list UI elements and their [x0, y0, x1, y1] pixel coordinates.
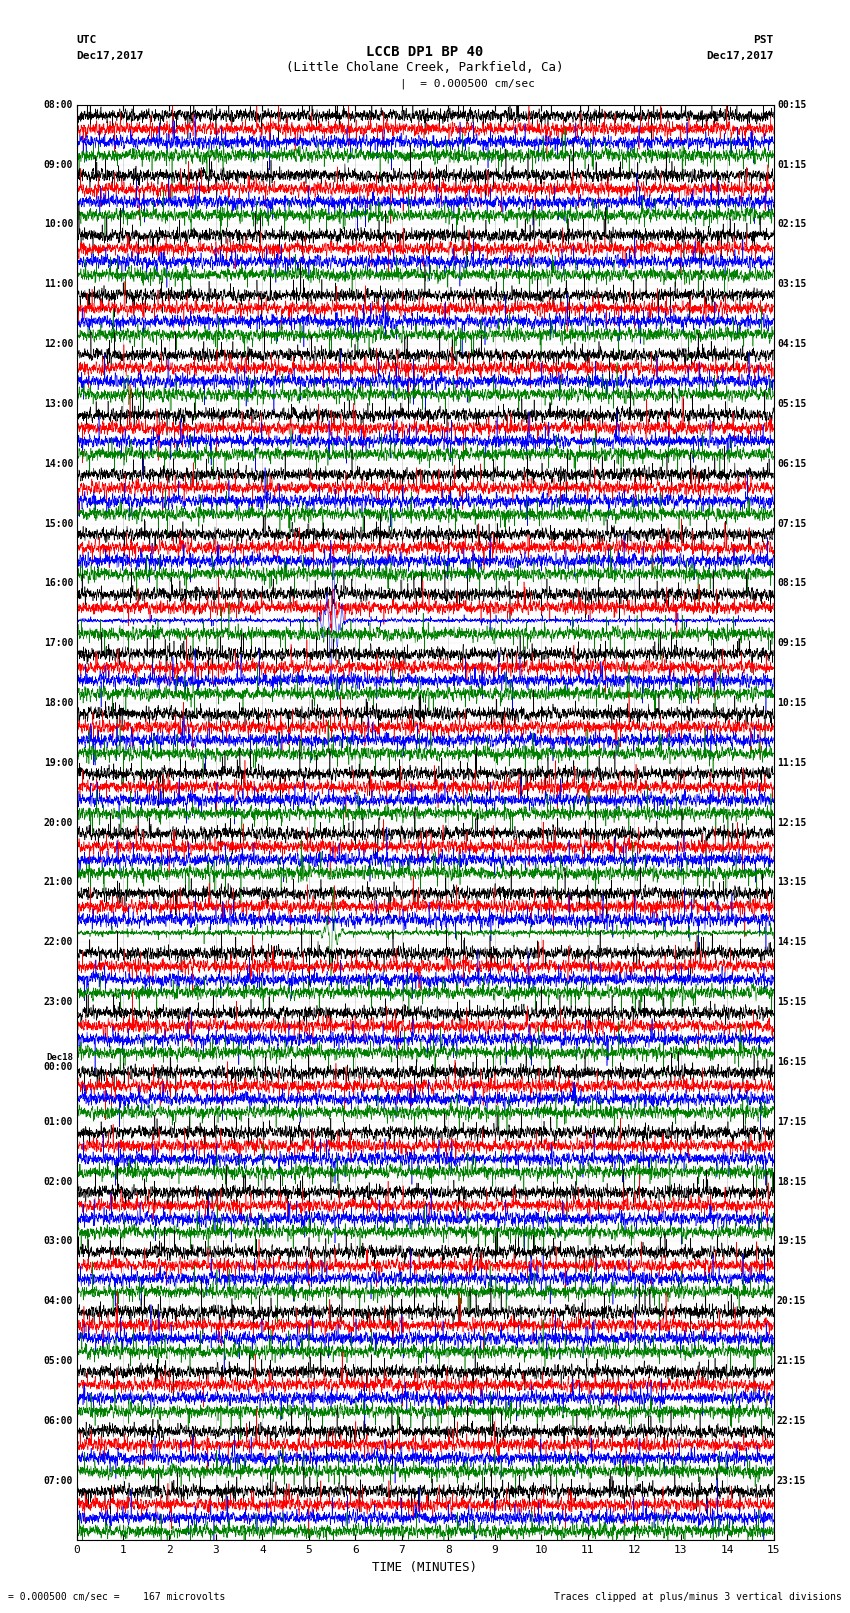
- Text: 16:15: 16:15: [777, 1057, 807, 1066]
- Text: 02:15: 02:15: [777, 219, 807, 229]
- Text: 21:00: 21:00: [43, 877, 73, 887]
- Text: 23:00: 23:00: [43, 997, 73, 1007]
- Text: 16:00: 16:00: [43, 579, 73, 589]
- Text: 05:15: 05:15: [777, 398, 807, 410]
- Text: Dec18: Dec18: [46, 1053, 73, 1061]
- Text: 06:00: 06:00: [43, 1416, 73, 1426]
- Text: 18:00: 18:00: [43, 698, 73, 708]
- Text: 00:00: 00:00: [43, 1061, 73, 1073]
- Text: UTC: UTC: [76, 35, 97, 45]
- Text: 00:15: 00:15: [777, 100, 807, 110]
- Text: 15:00: 15:00: [43, 518, 73, 529]
- Text: 04:00: 04:00: [43, 1297, 73, 1307]
- Text: PST: PST: [753, 35, 774, 45]
- Text: 06:15: 06:15: [777, 458, 807, 469]
- Text: 08:15: 08:15: [777, 579, 807, 589]
- Text: 07:00: 07:00: [43, 1476, 73, 1486]
- Text: Dec17,2017: Dec17,2017: [76, 52, 144, 61]
- Text: 08:00: 08:00: [43, 100, 73, 110]
- Text: 22:00: 22:00: [43, 937, 73, 947]
- Text: 02:00: 02:00: [43, 1176, 73, 1187]
- Text: 01:00: 01:00: [43, 1116, 73, 1127]
- Text: 21:15: 21:15: [777, 1357, 807, 1366]
- Text: 23:15: 23:15: [777, 1476, 807, 1486]
- Text: 11:00: 11:00: [43, 279, 73, 289]
- Text: 03:15: 03:15: [777, 279, 807, 289]
- Text: 09:15: 09:15: [777, 639, 807, 648]
- Text: 15:15: 15:15: [777, 997, 807, 1007]
- Text: 04:15: 04:15: [777, 339, 807, 348]
- Text: LCCB DP1 BP 40: LCCB DP1 BP 40: [366, 45, 484, 58]
- Text: 05:00: 05:00: [43, 1357, 73, 1366]
- Text: 19:15: 19:15: [777, 1236, 807, 1247]
- Text: 17:00: 17:00: [43, 639, 73, 648]
- Text: 20:00: 20:00: [43, 818, 73, 827]
- Text: 13:00: 13:00: [43, 398, 73, 410]
- Text: Traces clipped at plus/minus 3 vertical divisions: Traces clipped at plus/minus 3 vertical …: [553, 1592, 842, 1602]
- Text: (Little Cholane Creek, Parkfield, Ca): (Little Cholane Creek, Parkfield, Ca): [286, 61, 564, 74]
- Text: 22:15: 22:15: [777, 1416, 807, 1426]
- Text: 14:15: 14:15: [777, 937, 807, 947]
- Text: 11:15: 11:15: [777, 758, 807, 768]
- Text: Dec17,2017: Dec17,2017: [706, 52, 774, 61]
- Text: 14:00: 14:00: [43, 458, 73, 469]
- Text: |  = 0.000500 cm/sec: | = 0.000500 cm/sec: [400, 79, 535, 89]
- Text: 10:15: 10:15: [777, 698, 807, 708]
- Text: 18:15: 18:15: [777, 1176, 807, 1187]
- Text: 12:00: 12:00: [43, 339, 73, 348]
- Text: 09:00: 09:00: [43, 160, 73, 169]
- Text: 07:15: 07:15: [777, 518, 807, 529]
- Text: 03:00: 03:00: [43, 1236, 73, 1247]
- Text: 10:00: 10:00: [43, 219, 73, 229]
- Text: 17:15: 17:15: [777, 1116, 807, 1127]
- Text: 01:15: 01:15: [777, 160, 807, 169]
- Text: 19:00: 19:00: [43, 758, 73, 768]
- Text: 20:15: 20:15: [777, 1297, 807, 1307]
- Text: 12:15: 12:15: [777, 818, 807, 827]
- X-axis label: TIME (MINUTES): TIME (MINUTES): [372, 1561, 478, 1574]
- Text: 13:15: 13:15: [777, 877, 807, 887]
- Text: = 0.000500 cm/sec =    167 microvolts: = 0.000500 cm/sec = 167 microvolts: [8, 1592, 226, 1602]
